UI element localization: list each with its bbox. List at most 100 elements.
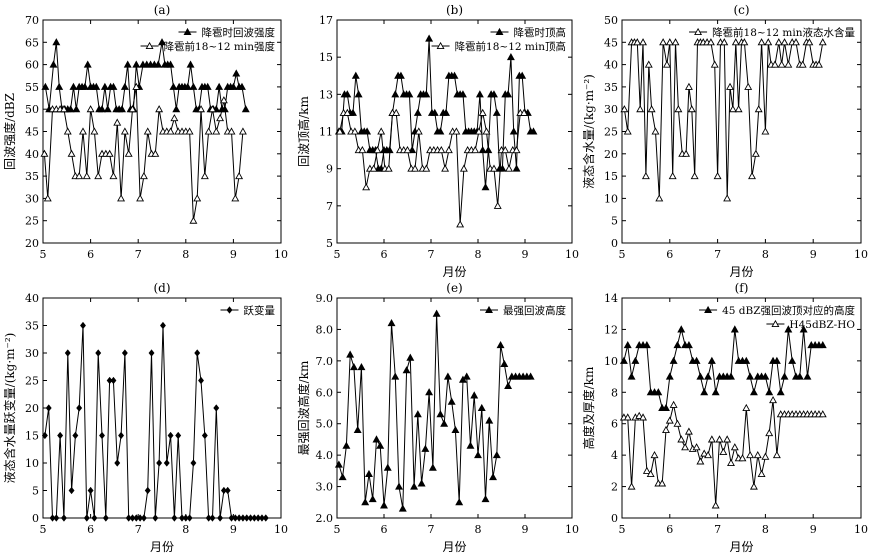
data-point [109,171,118,180]
data-point [442,108,451,116]
data-point [398,504,407,512]
data-point [80,321,86,330]
x-tick-label: 7 [135,248,142,261]
x-tick-label: 8 [182,248,189,261]
y-tick-label: 50 [25,103,39,116]
x-tick-label: 5 [40,523,47,536]
data-point [492,451,501,459]
data-point [742,356,751,364]
data-point [102,514,109,522]
data-point [128,105,137,113]
data-point [198,376,204,385]
data-point [91,514,98,522]
data-point [761,127,770,135]
legend-marker [145,41,154,50]
data-point [765,388,774,396]
data-point [229,82,238,90]
data-point [60,514,67,522]
data-point [478,145,487,154]
y-tick-label: 0 [32,512,39,525]
data-point [200,171,209,180]
data-point [520,108,529,116]
data-point [53,514,60,522]
data-point [90,127,99,135]
data-point [518,71,527,79]
y-tick-label: 40 [25,148,39,161]
data-point [805,38,814,46]
data-point [459,164,468,172]
data-point [166,127,175,135]
panel-c: (c)5 6 7 8 9 1005101520253035404550月份液态含水量/(k… [581,3,868,279]
data-point [414,127,423,135]
y-tick-label: 15 [319,51,333,64]
data-point [86,105,95,113]
data-point [411,164,419,172]
data-point [155,105,164,113]
data-point [235,171,244,180]
data-point [690,171,699,180]
data-point [489,473,498,481]
data-point [169,82,178,90]
data-point [64,349,71,357]
y-tick-label: 6.0 [316,386,334,399]
x-tick-label: 9 [810,523,817,536]
x-tick-label: 9 [522,523,529,536]
data-point [636,105,645,113]
x-tick-label: 10 [274,248,288,261]
data-point [406,353,415,361]
data-point [673,419,682,427]
x-tick-label: 9 [230,248,237,261]
data-point [788,356,797,364]
data-point [45,404,52,412]
legend-marker [704,305,713,314]
data-point [338,473,347,481]
data-point [163,459,170,467]
y-tick-label: 20 [25,402,39,415]
data-point [493,201,502,209]
data-point [452,127,461,135]
data-point [644,60,653,68]
data-point [342,441,351,449]
data-point [496,341,505,349]
data-point [623,127,632,135]
data-point [241,105,250,113]
y-tick-label: 9 [326,163,333,176]
data-point [784,325,793,333]
panel-title: (f) [735,281,749,295]
data-point [498,164,507,172]
data-point [662,60,671,68]
series-1 [335,108,529,228]
x-tick-label: 7 [714,248,721,261]
data-point [748,171,756,180]
data-point [485,416,494,424]
data-point [361,498,370,506]
data-point [158,38,166,46]
data-point [106,376,113,385]
data-point [526,372,535,380]
data-point [633,38,642,46]
data-point [715,435,724,443]
data-point [684,341,693,349]
data-point [477,403,486,412]
data-point [512,164,521,172]
data-point [395,482,404,490]
data-point [490,164,498,172]
data-point [194,349,201,357]
data-point [474,451,482,459]
x-tick-label: 7 [714,523,721,536]
legend-label: 降雹前18~12 min强度 [164,40,276,53]
y-tick-label: 4 [611,449,618,462]
data-point [87,486,94,495]
data-point [212,127,221,135]
data-point [171,514,178,522]
series-0 [619,325,827,412]
panel-title: (d) [153,281,170,295]
data-point [470,391,479,399]
legend-marker [183,27,192,36]
data-point [772,451,781,459]
data-point [475,90,484,98]
y-tick-label: 9.0 [316,292,334,305]
data-point [69,82,78,90]
data-point [175,431,182,440]
data-point [814,60,823,68]
